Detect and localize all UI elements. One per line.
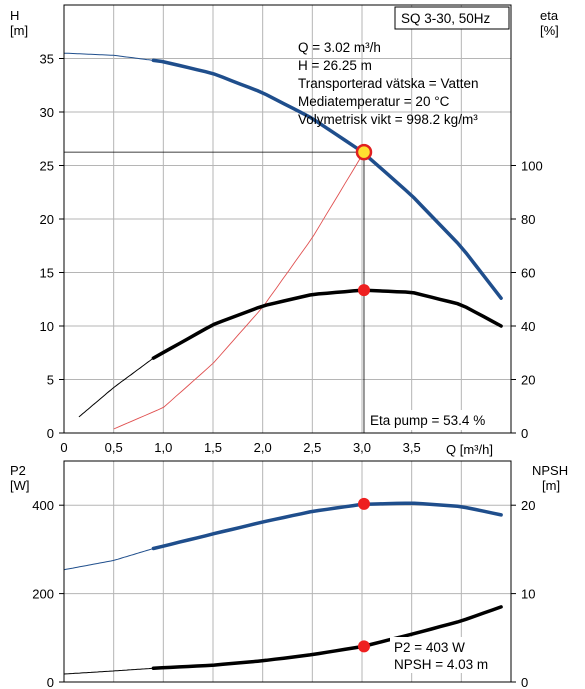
x-tick-label: 0,5	[105, 440, 123, 455]
x-axis-label: Q [m³/h]	[446, 442, 493, 457]
eta-tick-label: 80	[521, 212, 535, 227]
h-tick-label: 20	[40, 212, 54, 227]
bottom-curves	[63, 497, 503, 675]
x-tick-label: 1,5	[204, 440, 222, 455]
x-tick-label: 1,0	[154, 440, 172, 455]
h-tick-label: 25	[40, 159, 54, 174]
npsh-value-label: NPSH = 4.03 m	[394, 657, 488, 672]
eta-tick-label: 0	[521, 426, 528, 441]
h-curve	[151, 58, 503, 300]
x-tick-label: 2,0	[254, 440, 272, 455]
eta-duty-marker	[357, 284, 370, 297]
eta-tick-label: 20	[521, 373, 535, 388]
info-temperature: Mediatemperatur = 20 °C	[298, 94, 450, 109]
eta-total-curve	[113, 151, 365, 430]
npsh-axis-name: NPSH	[532, 463, 568, 478]
p2-duty-marker	[357, 497, 370, 510]
h-tick-label: 10	[40, 319, 54, 334]
info-h: H = 26.25 m	[298, 58, 372, 73]
x-tick-label: 3,5	[403, 440, 421, 455]
h-tick-label: 0	[47, 426, 54, 441]
bottom-info-bg	[390, 637, 506, 673]
npsh-tick-label: 20	[521, 498, 535, 513]
eta-curve-thin	[78, 357, 154, 418]
p2-tick-label: 0	[47, 675, 54, 689]
p2-tick-label: 200	[32, 587, 54, 602]
x-tick-label: 3,0	[353, 440, 371, 455]
npsh-axis-unit: [m]	[542, 478, 560, 493]
x-tick-label: 0	[60, 440, 67, 455]
h-duty-marker	[355, 143, 373, 161]
eta-tick-label: 100	[521, 159, 543, 174]
eta-tick-label: 60	[521, 266, 535, 281]
chart-title: SQ 3-30, 50Hz	[401, 11, 491, 26]
duty-point-info: Q = 3.02 m³/h H = 26.25 m Transporterad …	[298, 40, 478, 127]
x-label-bg	[442, 440, 510, 458]
eta-label-bg	[366, 410, 502, 430]
p2-axis-name: P2	[10, 463, 26, 478]
h-axis-unit: [m]	[10, 23, 28, 38]
h-tick-label: 35	[40, 52, 54, 67]
top-grid: 00,51,01,52,02,53,03,54,0051015202530350…	[40, 5, 543, 455]
p2-curve	[151, 501, 503, 551]
bottom-plot-frame	[63, 460, 512, 683]
h-curve-thin	[64, 52, 154, 61]
p2-curve-thin	[63, 548, 154, 571]
eta-pump-label: Eta pump = 53.4 %	[370, 413, 485, 428]
h-tick-label: 30	[40, 105, 54, 120]
h-tick-label: 15	[40, 266, 54, 281]
eta-curve	[151, 288, 503, 360]
top-plot-frame	[63, 4, 512, 434]
eta-tick-label: 40	[521, 319, 535, 334]
title-box	[394, 6, 510, 30]
bottom-grid: 0 200 400 0 10 20	[32, 461, 535, 689]
eta-axis-name: eta	[540, 8, 559, 23]
p2-axis-unit: [W]	[10, 478, 30, 493]
npsh-curve-thin	[63, 667, 154, 675]
npsh-curve	[151, 605, 503, 671]
p2-tick-label: 400	[32, 498, 54, 513]
npsh-tick-label: 0	[521, 675, 528, 689]
h-axis-name: H	[10, 8, 19, 23]
info-density: Volymetrisk vikt = 998.2 kg/m³	[298, 112, 478, 127]
npsh-duty-marker	[357, 640, 370, 653]
info-liquid: Transporterad vätska = Vatten	[298, 76, 478, 91]
p2-value-label: P2 = 403 W	[394, 640, 465, 655]
eta-axis-unit: [%]	[540, 23, 559, 38]
npsh-tick-label: 10	[521, 587, 535, 602]
info-q: Q = 3.02 m³/h	[298, 40, 381, 55]
top-curves	[64, 52, 503, 433]
h-tick-label: 5	[47, 373, 54, 388]
x-tick-label: 2,5	[303, 440, 321, 455]
